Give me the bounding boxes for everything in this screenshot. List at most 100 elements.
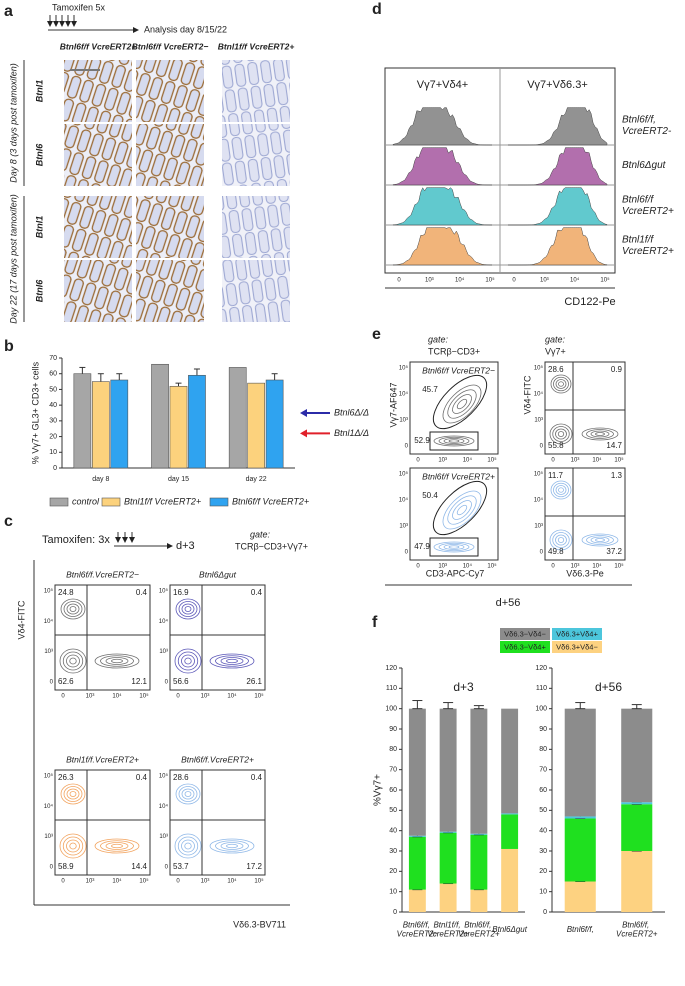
contour (220, 657, 244, 665)
contour (433, 541, 475, 553)
legend-swatch (209, 497, 229, 507)
annotation-arrowhead (300, 409, 307, 417)
x-tick-label: 10⁵ (254, 878, 264, 885)
annotation-label: Btnl1Δ/Δ (334, 428, 369, 438)
histogram (392, 187, 493, 226)
bar-segment (621, 851, 653, 912)
annotation-arrowhead (300, 429, 307, 438)
x-tick-label: 0 (416, 564, 420, 570)
contour (220, 842, 244, 850)
x-tick-label: 10⁵ (139, 693, 149, 700)
y-tick-label: 90 (389, 726, 397, 733)
y-tick-label: 10⁵ (44, 588, 54, 595)
y-tick-label: 0 (540, 550, 544, 556)
gate-rect (429, 431, 479, 451)
x-tick-label: 10⁵ (487, 457, 497, 464)
contour (94, 838, 140, 854)
y-tick-label: 10⁴ (399, 497, 409, 504)
contour (100, 840, 134, 852)
y-tick-label: 40 (389, 828, 397, 835)
bar-segment (564, 881, 596, 912)
y-tick-label: 10 (49, 449, 57, 456)
x-tick-label: 10³ (86, 879, 95, 885)
quadrant-value: 0.4 (136, 588, 148, 597)
contour (456, 398, 468, 410)
bar-segment (501, 814, 519, 849)
x-tick-label: 10⁴ (463, 457, 473, 464)
bar (228, 367, 247, 469)
y-tick-label: 10³ (159, 649, 168, 655)
y-tick-label: 30 (389, 848, 397, 855)
contour (552, 532, 570, 548)
bar (247, 382, 266, 469)
contour (181, 839, 195, 853)
row-label: Btnl1f/f VcreERT2+ (622, 234, 674, 256)
gate-value: 45.7 (422, 385, 438, 394)
x-tick-label: 10³ (438, 564, 447, 570)
contour (448, 439, 460, 443)
quadrant-value: 26.3 (58, 773, 74, 782)
x-axis-label: Vδ6.3-BV711 (233, 919, 286, 929)
histogram (392, 107, 493, 146)
legend-swatch (552, 641, 602, 653)
x-tick-label: 10⁵ (254, 693, 264, 700)
y-tick-label: 10⁵ (399, 471, 409, 478)
gate-title: gate: (545, 334, 566, 344)
contour (175, 598, 201, 620)
legend-swatch (552, 628, 602, 640)
contour (59, 833, 87, 859)
y-tick-label: 10³ (159, 834, 168, 840)
x-tick-label: 10⁴ (227, 878, 237, 885)
x-tick-label: day 8 (92, 476, 109, 483)
plot-frame (409, 467, 499, 561)
contour (174, 833, 202, 859)
contour (63, 601, 83, 617)
y-tick-label: 100 (535, 706, 547, 713)
bar-segment (564, 818, 596, 882)
bar-segment (621, 804, 653, 851)
row-label: Btnl6f/f VcreERT2+ (622, 194, 674, 217)
quadrant-value: 49.8 (548, 547, 564, 556)
timepoint-label: d+56 (496, 597, 521, 609)
contour (94, 653, 140, 669)
bar-segment (439, 883, 457, 912)
x-tick-label: 0 (61, 694, 65, 700)
legend-label: Btnl1f/f VcreERT2+ (124, 496, 201, 506)
histogram (392, 227, 493, 266)
plot-frame (544, 467, 626, 561)
plot-frame (409, 361, 499, 455)
gate-ellipse (432, 480, 488, 536)
row-label: Btnl6 (34, 143, 44, 166)
bar (265, 379, 284, 469)
plot-title: Btnl6Δgut (199, 569, 237, 579)
contour (555, 485, 567, 495)
micrograph (136, 196, 204, 258)
contour (60, 598, 86, 620)
bar-segment (408, 708, 426, 836)
x-tick-label: 10⁴ (463, 563, 473, 570)
contour (448, 545, 460, 549)
y-axis-label: %Vγ7+ (373, 774, 384, 806)
contour (66, 603, 80, 615)
y-tick-label: 70 (539, 767, 547, 774)
contour (209, 653, 255, 669)
x-tick-label: Btnl6f/f, VcreERT2+ (458, 921, 500, 939)
contour (174, 648, 202, 674)
contour (553, 482, 569, 498)
legend-label: Vδ6.3+Vδ4+ (556, 629, 598, 638)
plot-frame (169, 769, 266, 876)
contour (226, 843, 238, 849)
contour (184, 791, 192, 797)
y-tick-label: 20 (389, 868, 397, 875)
bar-segment (408, 836, 426, 890)
y-tick-label: 60 (49, 371, 57, 378)
y-axis-label: Vδ4-FITC (16, 600, 26, 640)
annotation-label: Btnl6Δ/Δ (334, 407, 369, 417)
contour (438, 542, 470, 552)
plot-frame (54, 584, 151, 691)
y-tick-label: 10⁴ (159, 618, 169, 625)
contour (558, 487, 564, 493)
bar-segment (470, 833, 488, 835)
contour (209, 838, 255, 854)
